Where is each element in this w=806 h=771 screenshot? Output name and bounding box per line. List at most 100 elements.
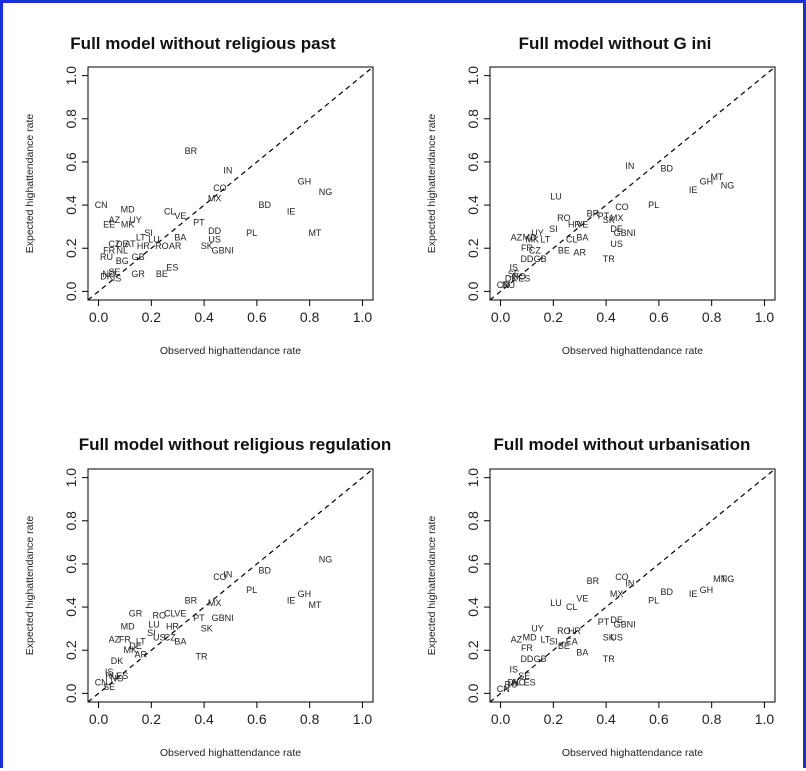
x-tick-label: 0.4: [596, 309, 616, 325]
data-point-label: LU: [550, 191, 562, 201]
data-point-label: UY: [531, 624, 544, 634]
chart-panel-4: Full model without urbanisation 0.0 0.2 0.4…: [426, 435, 776, 759]
data-point-label: CZ: [529, 245, 541, 255]
data-point-label: PT: [598, 617, 610, 627]
data-point-label: GBNI: [614, 228, 636, 238]
y-tick-label: 1.0: [63, 66, 79, 86]
data-point-label: MT: [308, 228, 321, 238]
data-point-label: DK: [507, 678, 520, 688]
data-point-label: SI: [147, 628, 156, 638]
y-axis-label: Expected highattendance rate: [426, 114, 438, 254]
data-point-label: TR: [603, 254, 615, 264]
y-tick-label: 0.0: [63, 281, 79, 301]
data-point-label: MK: [121, 219, 135, 229]
data-point-label: MD: [523, 232, 537, 242]
data-point-label: GR: [129, 609, 143, 619]
data-point-label: LT: [136, 637, 146, 647]
data-point-label: US: [610, 239, 623, 249]
data-point-label: MD: [523, 632, 537, 642]
y-tick-label: 0.4: [465, 597, 481, 617]
plot-box: [87, 66, 374, 301]
data-point-label: IE: [287, 596, 296, 606]
data-point-label: GBNI: [614, 619, 636, 629]
data-point-label: CL: [164, 609, 176, 619]
y-tick-label: 0.6: [63, 152, 79, 172]
data-point-label: SE: [508, 269, 520, 279]
data-point-label: EA: [566, 637, 578, 647]
data-point-label: IS: [105, 667, 114, 677]
data-point-label: SK: [603, 632, 615, 642]
data-point-label: LU: [148, 235, 160, 245]
data-point-label: CO: [213, 572, 227, 582]
data-point-label: MX: [610, 213, 624, 223]
data-point-label: DK: [100, 271, 113, 281]
data-point-label: NG: [319, 555, 333, 565]
x-tick-label: 0.6: [649, 309, 669, 325]
data-point-label: SI: [549, 637, 558, 647]
data-point-label: GH: [700, 176, 714, 186]
x-tick-label: 0.8: [702, 309, 722, 325]
x-tick-label: 0.2: [544, 711, 564, 727]
data-point-label: BR: [185, 146, 198, 156]
data-point-label: SK: [603, 215, 615, 225]
data-point-label: SI: [549, 224, 558, 234]
data-point-label: BG: [116, 256, 129, 266]
data-point-label: US: [208, 235, 221, 245]
data-point-label: FR: [119, 634, 131, 644]
data-point-label: PL: [246, 228, 257, 238]
data-point-label: MK: [525, 235, 539, 245]
reference-line: [87, 468, 374, 703]
data-point-label: MT: [308, 600, 321, 610]
data-point-label: MT: [713, 574, 726, 584]
data-point-label: BA: [576, 647, 588, 657]
data-point-label: LU: [550, 598, 562, 608]
data-point-label: CZ: [108, 239, 120, 249]
data-point-label: NO: [102, 269, 116, 279]
y-tick-label: 0.6: [465, 554, 481, 574]
y-tick-label: 0.8: [63, 109, 79, 129]
data-point-label: EE: [103, 219, 115, 229]
data-point-label: PL: [246, 585, 257, 595]
x-tick-label: 0.6: [649, 711, 669, 727]
data-point-label: PT: [598, 211, 610, 221]
data-point-label: GB: [534, 654, 547, 664]
data-point-label: SK: [201, 241, 213, 251]
data-point-label: AZ: [109, 634, 121, 644]
reference-line: [489, 468, 776, 703]
data-point-label: DD: [208, 226, 221, 236]
data-point-label: BD: [259, 200, 272, 210]
x-tick-label: 0.0: [491, 711, 511, 727]
data-point-label: DD: [520, 254, 533, 264]
data-point-label: SE: [103, 682, 115, 692]
data-point-label: NO: [110, 673, 124, 683]
y-tick-label: 0.2: [63, 640, 79, 660]
data-point-label: SE: [108, 267, 120, 277]
data-point-label: CN: [95, 200, 108, 210]
x-tick-label: 0.4: [194, 309, 214, 325]
data-point-label: FR: [521, 243, 533, 253]
x-tick-label: 0.0: [89, 711, 109, 727]
data-point-label: FR: [521, 643, 533, 653]
data-point-label: GBNI: [212, 613, 234, 623]
y-tick-label: 0.8: [63, 511, 79, 531]
y-tick-label: 0.6: [63, 554, 79, 574]
data-point-label: MK: [123, 645, 137, 655]
data-point-label: RO: [153, 611, 167, 621]
data-point-label: MX: [208, 598, 222, 608]
y-axis-label: Expected highattendance rate: [24, 516, 36, 656]
data-point-label: MD: [121, 204, 135, 214]
data-point-label: RU: [100, 252, 113, 262]
data-point-label: HR: [568, 626, 581, 636]
y-tick-label: 0.0: [465, 281, 481, 301]
y-tick-label: 0.0: [465, 683, 481, 703]
data-point-label: PL: [648, 596, 659, 606]
data-point-label: BE: [156, 269, 168, 279]
x-tick-label: 0.8: [300, 309, 320, 325]
data-point-label: AR: [135, 650, 148, 660]
data-point-label: BA: [576, 232, 588, 242]
data-point-label: RO: [155, 241, 169, 251]
data-point-label: NG: [721, 181, 735, 191]
y-tick-label: 0.4: [465, 195, 481, 215]
data-point-label: DD: [520, 654, 533, 664]
data-point-label: VE: [174, 211, 186, 221]
